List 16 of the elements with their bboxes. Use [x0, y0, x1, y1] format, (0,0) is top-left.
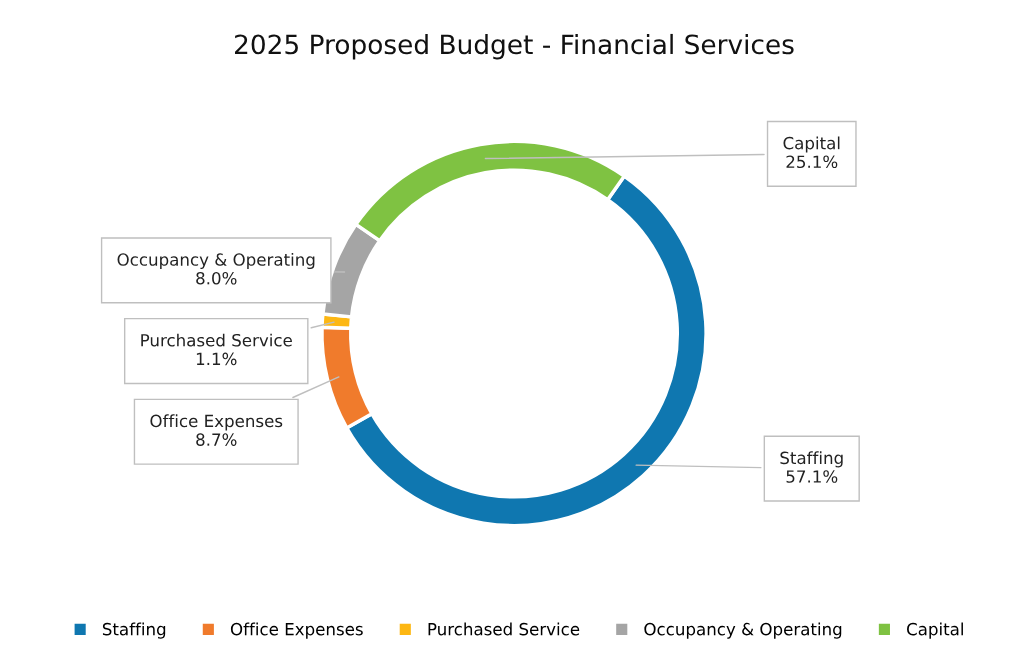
data-label: 25.1% [786, 155, 838, 169]
slice-label: Staffing [780, 451, 843, 468]
chart-title: 2025 Proposed Budget - Financial Services [235, 33, 794, 60]
slice-label: Purchased Service [141, 333, 292, 347]
legend-label: Capital [907, 622, 963, 639]
data-label: 8.0% [196, 271, 237, 285]
data-label: 1.1% [196, 352, 237, 366]
data-label: 8.7% [196, 433, 237, 446]
legend-label: Purchased Service [428, 622, 580, 636]
slice-label: Office Expenses [150, 414, 283, 431]
legend-label: Occupancy & Operating [644, 622, 842, 639]
data-label: 57.1% [786, 470, 838, 483]
slice-label: Capital [783, 136, 840, 153]
legend-label: Office Expenses [230, 622, 363, 639]
legend-label: Staffing [102, 622, 166, 639]
slice-label: Occupancy & Operating [117, 252, 315, 270]
